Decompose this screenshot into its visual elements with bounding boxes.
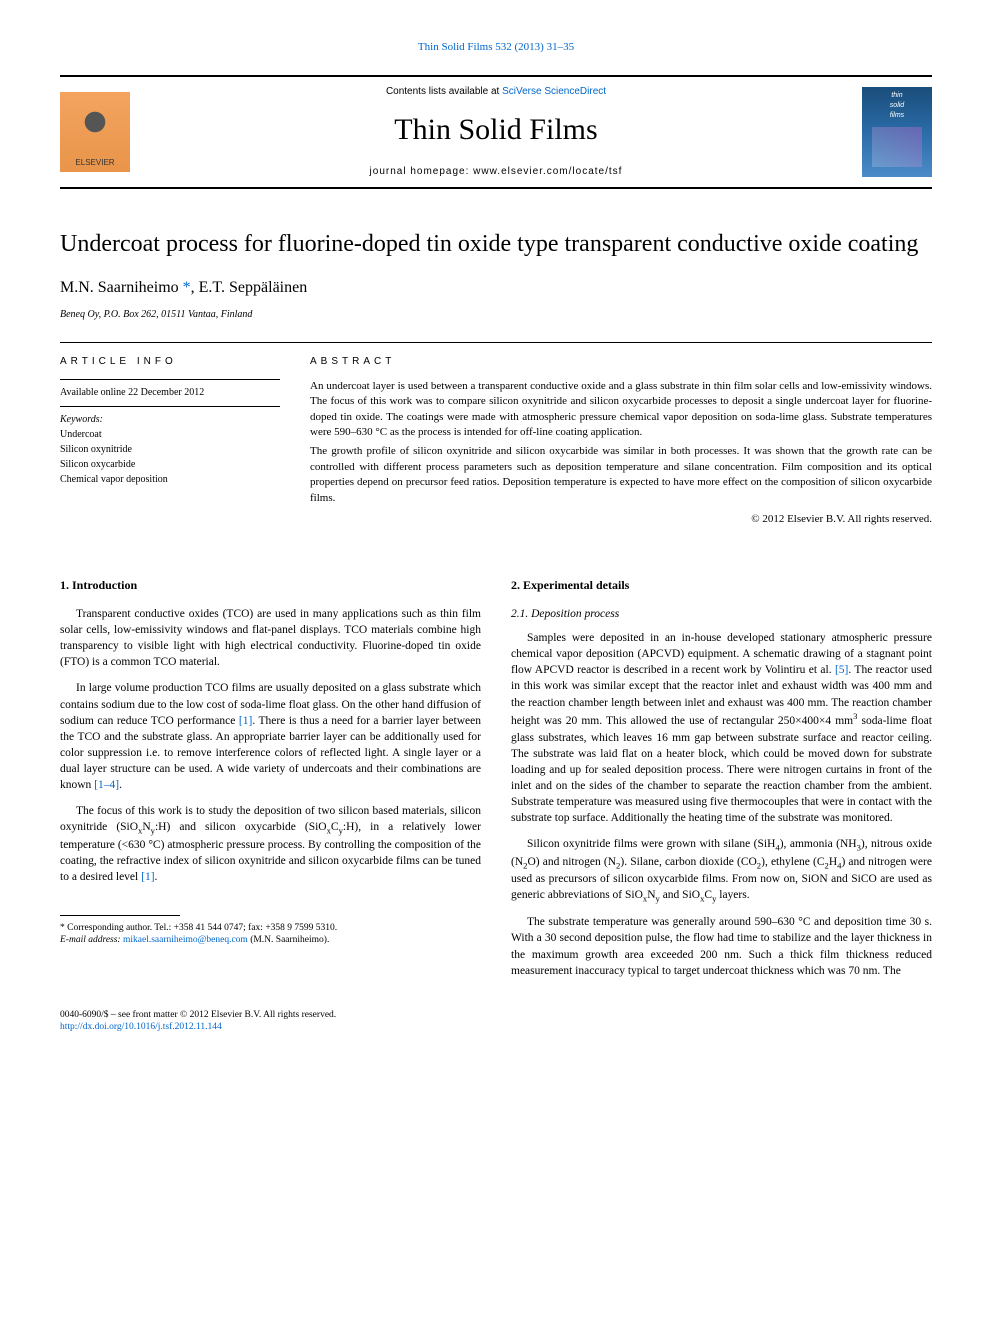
section-1-heading: 1. Introduction — [60, 577, 481, 594]
left-column: 1. Introduction Transparent conductive o… — [60, 577, 481, 988]
elsevier-tree-icon — [75, 107, 115, 157]
sciencedirect-link[interactable]: SciVerse ScienceDirect — [502, 86, 606, 97]
cover-line-1: thin — [891, 91, 902, 101]
section-2-heading: 2. Experimental details — [511, 577, 932, 594]
abstract-copyright: © 2012 Elsevier B.V. All rights reserved… — [310, 512, 932, 527]
article-info-heading: article info — [60, 355, 280, 369]
corr-tel-fax: * Corresponding author. Tel.: +358 41 54… — [60, 922, 481, 934]
corresponding-footnote: * Corresponding author. Tel.: +358 41 54… — [60, 922, 481, 947]
contents-prefix: Contents lists available at — [386, 86, 502, 97]
intro-p2: In large volume production TCO films are… — [60, 680, 481, 793]
intro-p3b: . — [155, 871, 158, 883]
issn-block: 0040-6090/$ – see front matter © 2012 El… — [60, 1009, 336, 1034]
corresponding-marker[interactable]: * — [179, 279, 191, 296]
info-rule-2 — [60, 406, 280, 407]
ref-link-1[interactable]: [1] — [239, 715, 252, 727]
ref-link-1b[interactable]: [1] — [141, 871, 154, 883]
keyword-3: Silicon oxycarbide — [60, 458, 280, 472]
exp-p3: The substrate temperature was generally … — [511, 914, 932, 978]
ref-link-5[interactable]: [5] — [835, 664, 848, 676]
doi-link[interactable]: http://dx.doi.org/10.1016/j.tsf.2012.11.… — [60, 1022, 222, 1032]
top-citation: Thin Solid Films 532 (2013) 31–35 — [60, 40, 932, 55]
author-sep: , — [191, 279, 199, 296]
section-2-1-heading: 2.1. Deposition process — [511, 606, 932, 622]
right-column: 2. Experimental details 2.1. Deposition … — [511, 577, 932, 988]
top-journal: Thin Solid Films — [418, 41, 493, 53]
email-who: (M.N. Saarniheimo). — [248, 935, 330, 945]
email-label: E-mail address: — [60, 935, 123, 945]
abstract-heading: abstract — [310, 355, 932, 369]
intro-p3: The focus of this work is to study the d… — [60, 803, 481, 885]
contents-line: Contents lists available at SciVerse Sci… — [130, 85, 862, 99]
journal-cover-thumbnail: thin solid films — [862, 87, 932, 177]
article-title: Undercoat process for fluorine-doped tin… — [60, 229, 932, 259]
keyword-list: Undercoat Silicon oxynitride Silicon oxy… — [60, 428, 280, 487]
issn-line: 0040-6090/$ – see front matter © 2012 El… — [60, 1009, 336, 1021]
author-2: E.T. Seppäläinen — [199, 279, 308, 296]
elsevier-logo: ELSEVIER — [60, 92, 130, 172]
author-1: M.N. Saarniheimo — [60, 279, 179, 296]
journal-name: Thin Solid Films — [130, 109, 862, 151]
info-abstract-row: article info Available online 22 Decembe… — [60, 342, 932, 528]
journal-header: ELSEVIER Contents lists available at Sci… — [60, 75, 932, 189]
exp-p2: Silicon oxynitride films were grown with… — [511, 836, 932, 904]
top-citation-link[interactable]: Thin Solid Films 532 (2013) 31–35 — [418, 41, 574, 53]
abstract-p1: An undercoat layer is used between a tra… — [310, 379, 932, 441]
intro-p1: Transparent conductive oxides (TCO) are … — [60, 606, 481, 670]
exp-p1: Samples were deposited in an in-house de… — [511, 630, 932, 826]
authors: M.N. Saarniheimo *, E.T. Seppäläinen — [60, 277, 932, 299]
homepage-line: journal homepage: www.elsevier.com/locat… — [130, 165, 862, 179]
available-online: Available online 22 December 2012 — [60, 386, 280, 400]
homepage-url: www.elsevier.com/locate/tsf — [473, 166, 622, 177]
header-center: Contents lists available at SciVerse Sci… — [130, 85, 862, 179]
footnote-separator — [60, 915, 180, 916]
keyword-4: Chemical vapor deposition — [60, 473, 280, 487]
article-info: article info Available online 22 Decembe… — [60, 343, 280, 528]
info-rule-1 — [60, 379, 280, 380]
abstract: abstract An undercoat layer is used betw… — [310, 343, 932, 528]
elsevier-label: ELSEVIER — [75, 157, 114, 168]
corr-email-line: E-mail address: mikael.saarniheimo@beneq… — [60, 934, 481, 946]
intro-p3a: The focus of this work is to study the d… — [60, 805, 481, 883]
homepage-label: journal homepage: — [370, 166, 474, 177]
footer-row: 0040-6090/$ – see front matter © 2012 El… — [60, 1009, 932, 1034]
cover-line-2: solid — [890, 101, 904, 111]
keywords-label: Keywords: — [60, 413, 280, 427]
abstract-p2: The growth profile of silicon oxynitride… — [310, 444, 932, 506]
keyword-1: Undercoat — [60, 428, 280, 442]
keyword-2: Silicon oxynitride — [60, 443, 280, 457]
intro-p2c: . — [119, 779, 122, 791]
affiliation: Beneq Oy, P.O. Box 262, 01511 Vantaa, Fi… — [60, 308, 932, 322]
exp-p1b: . The reactor used in this work was simi… — [511, 664, 932, 824]
email-link[interactable]: mikael.saarniheimo@beneq.com — [123, 935, 248, 945]
top-cite: 532 (2013) 31–35 — [495, 41, 574, 53]
body-columns: 1. Introduction Transparent conductive o… — [60, 577, 932, 988]
cover-line-3: films — [890, 111, 904, 121]
ref-link-1-4[interactable]: [1–4] — [94, 779, 119, 791]
